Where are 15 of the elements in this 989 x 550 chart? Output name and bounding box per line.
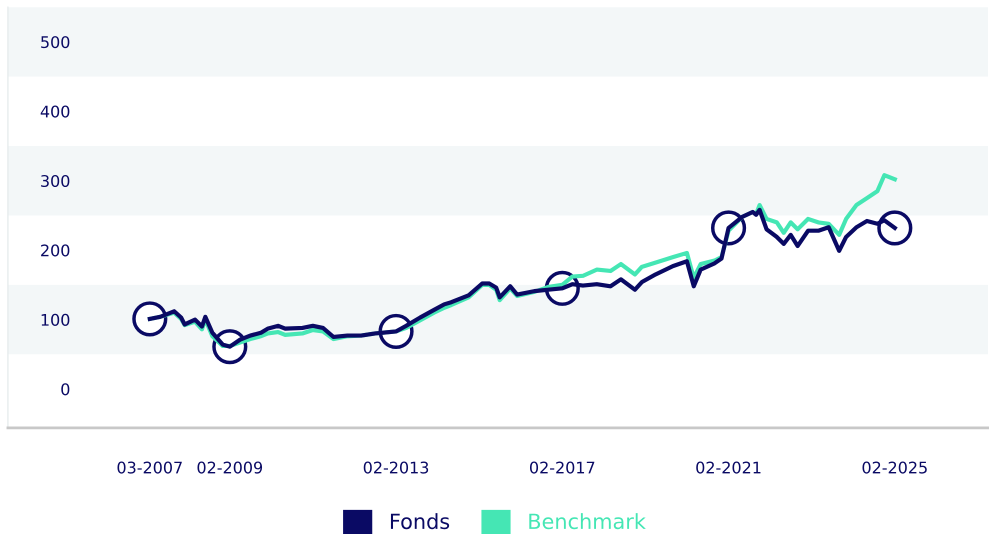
legend-label: Fonds (390, 513, 450, 530)
y-tick-label: 0 (61, 383, 70, 396)
y-tick-label: 400 (40, 106, 70, 118)
x-tick-label: 02-2025 (862, 462, 927, 474)
x-tick-label: 02-2009 (197, 462, 262, 474)
x-tick-label: 02-2021 (696, 462, 760, 474)
y-tick-label: 100 (42, 314, 70, 326)
legend-label: Benchmark (529, 513, 646, 530)
point (132, 301, 168, 336)
x-tick-label: 03-2007 (117, 462, 182, 474)
x-tick-label: 02-2017 (530, 462, 594, 474)
x-tick-label: 02-2013 (364, 462, 428, 474)
y-tick-label: 200 (41, 244, 70, 256)
y-tick-label: 300 (41, 174, 70, 188)
y-tick-label: 500 (41, 36, 70, 48)
